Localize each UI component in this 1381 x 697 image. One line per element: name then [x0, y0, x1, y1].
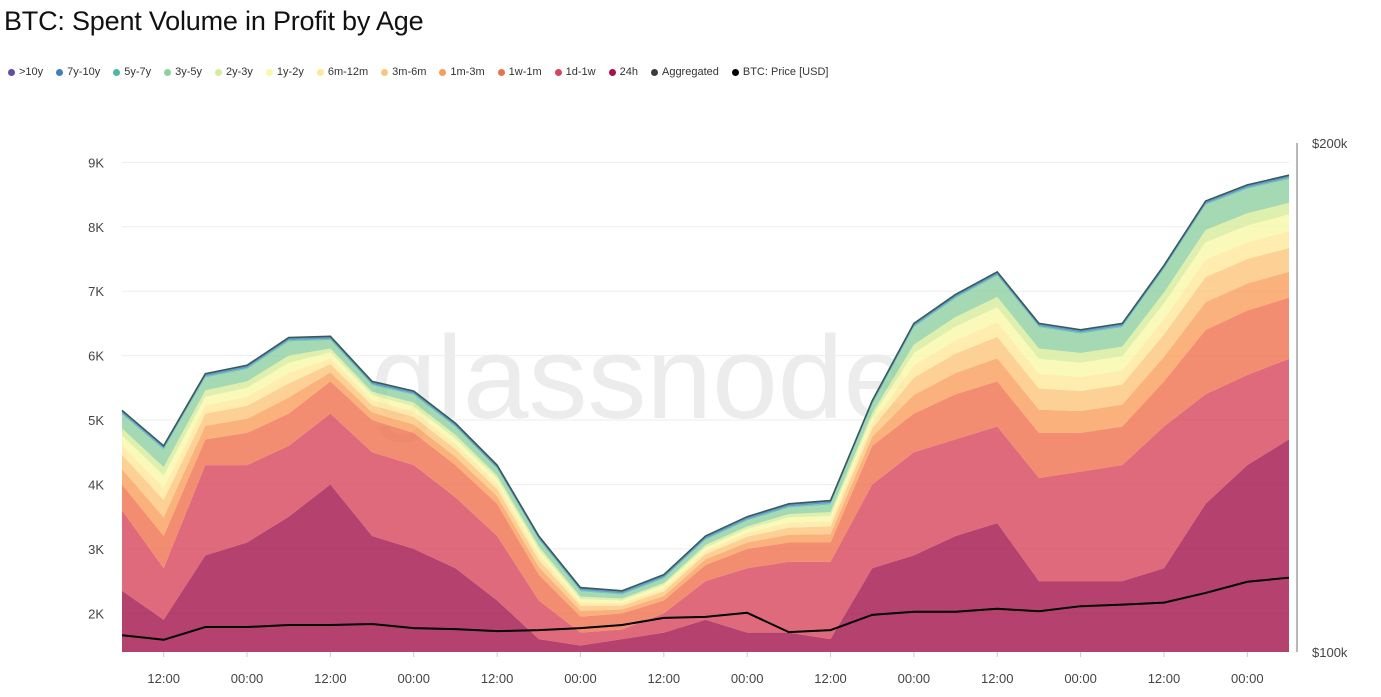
legend-item[interactable]: 1w-1m — [497, 66, 542, 78]
chart-title: BTC: Spent Volume in Profit by Age — [4, 6, 424, 36]
legend-item[interactable]: 1y-2y — [265, 66, 304, 78]
y-tick-label: 9K — [88, 155, 104, 170]
legend-dot-icon — [608, 68, 616, 76]
legend-dot-icon — [381, 68, 389, 76]
area-24h — [122, 439, 1289, 652]
y-tick-label: 5K — [88, 413, 104, 428]
legend-label: 24h — [619, 66, 638, 78]
legend-item[interactable]: 5y-7y — [113, 66, 151, 78]
legend: >10y 7y-10y 5y-7y 3y-5y 2y-3y 1y-2y 6m-12m 3m-6… — [8, 66, 828, 78]
legend-dot-icon — [650, 68, 658, 76]
legend-label: 1w-1m — [508, 66, 542, 78]
x-tick-label: 00:00 — [564, 671, 597, 686]
legend-item[interactable]: >10y — [8, 66, 43, 78]
legend-item[interactable]: 3m-6m — [381, 66, 426, 78]
y-tick-label: 6K — [88, 349, 104, 364]
legend-item[interactable]: 1d-1w — [554, 66, 596, 78]
legend-label: 1m-3m — [450, 66, 485, 78]
legend-dot-icon — [554, 68, 562, 76]
x-tick-label: 00:00 — [898, 671, 931, 686]
legend-dot-icon — [731, 68, 739, 76]
legend-dot-icon — [56, 68, 64, 76]
area-3y-5y — [122, 179, 1289, 599]
legend-dot-icon — [8, 68, 15, 76]
x-tick-label: 12:00 — [481, 671, 514, 686]
x-tick-label: 00:00 — [1231, 671, 1264, 686]
legend-label: 3y-5y — [175, 66, 203, 78]
y-tick-label: 8K — [88, 220, 104, 235]
price-line — [121, 576, 1290, 641]
x-tick-label: 12:00 — [814, 671, 847, 686]
legend-item[interactable]: 24h — [608, 66, 638, 78]
legend-item[interactable]: 7y-10y — [56, 66, 100, 78]
y-tick-label: 7K — [88, 284, 104, 299]
lines — [121, 174, 1290, 641]
legend-label: 5y-7y — [124, 66, 152, 78]
legend-dot-icon — [316, 68, 324, 76]
legend-label: 1d-1w — [565, 66, 596, 78]
x-tick-label: 12:00 — [1148, 671, 1181, 686]
area-1d-1w — [122, 358, 1289, 646]
legend-item[interactable]: Aggregated — [650, 66, 719, 78]
area-2y-3y — [122, 202, 1289, 601]
legend-label: 2y-3y — [226, 66, 253, 78]
legend-dot-icon — [439, 68, 447, 76]
y2-tick-label: $100k — [1312, 645, 1348, 660]
y-tick-label: 3K — [88, 542, 104, 557]
legend-dot-icon — [164, 68, 172, 76]
x-tick-label: 00:00 — [397, 671, 430, 686]
area-6m-12m — [122, 231, 1289, 606]
y-tick-label: 2K — [88, 606, 104, 621]
x-tick-label: 12:00 — [314, 671, 347, 686]
stacked-areas — [122, 175, 1289, 652]
legend-label: >10y — [19, 66, 44, 78]
x-tick-label: 12:00 — [981, 671, 1014, 686]
x-tick-label: 12:00 — [648, 671, 681, 686]
legend-dot-icon — [113, 68, 121, 76]
area-3m-6m — [122, 248, 1289, 611]
axes: 2K 3K 4K 5K 6K 7K 8K 9K 12:00 00:00 12:00 00:00 12:0… — [88, 136, 1348, 686]
legend-item[interactable]: 2y-3y — [215, 66, 253, 78]
legend-dot-icon — [215, 68, 223, 76]
x-tick-label: 00:00 — [231, 671, 264, 686]
y-tick-label: 4K — [88, 477, 104, 492]
legend-dot-icon — [497, 68, 505, 76]
legend-item[interactable]: 6m-12m — [316, 66, 369, 78]
legend-label: 3m-6m — [392, 66, 427, 78]
y2-tick-label: $200k — [1312, 136, 1348, 151]
legend-label: 1y-2y — [276, 66, 304, 78]
legend-label: 6m-12m — [327, 66, 369, 78]
legend-label: Aggregated — [661, 66, 719, 78]
legend-item[interactable]: 3y-5y — [164, 66, 202, 78]
legend-item[interactable]: BTC: Price [USD] — [731, 66, 829, 78]
legend-label: BTC: Price [USD] — [742, 66, 829, 78]
watermark-logo: glassnode — [371, 312, 909, 444]
legend-label: 7y-10y — [67, 66, 101, 78]
x-tick-label: 00:00 — [1064, 671, 1097, 686]
x-tick-label: 00:00 — [731, 671, 764, 686]
x-tick-label: 12:00 — [147, 671, 180, 686]
aggregated-line — [121, 174, 1290, 592]
area-1y-2y — [122, 214, 1289, 604]
legend-item[interactable]: 1m-3m — [439, 66, 485, 78]
legend-dot-icon — [265, 68, 273, 76]
